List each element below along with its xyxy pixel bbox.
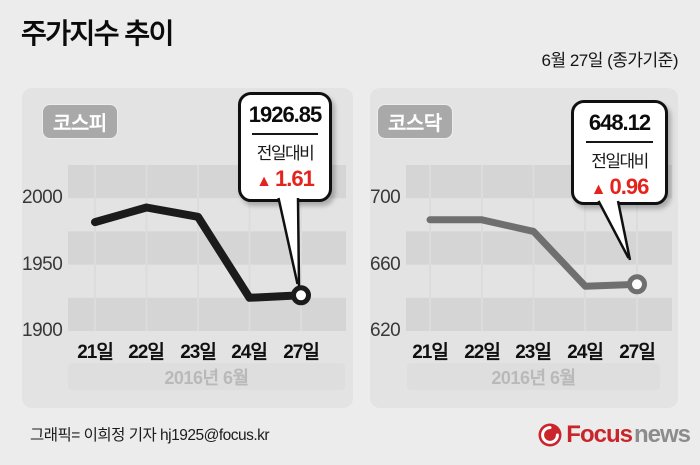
y-axis-label: 620 [370,320,401,341]
callout-change: ▲ 0.96 [574,174,665,200]
y-axis-label: 1950 [22,254,63,275]
page-title: 주가지수 추이 [21,18,174,49]
callout-label: 전일대비 [256,144,315,163]
kospi-panel: 코스피 2000 1950 1900 21일 22일 23일 24일 27일 [22,88,353,408]
month-band: 2016년 6월 [407,363,660,390]
callout-value: 1926.85 [248,102,323,127]
change-value: 1.61 [275,166,315,191]
focus-news-logo: Focus news [537,421,691,449]
y-axis-label: 700 [370,187,401,208]
x-axis-label: 24일 [567,342,604,363]
y-axis-label: 660 [370,254,401,275]
focus-swirl-icon [537,422,563,448]
date-note: 6월 27일 (종가기준) [541,51,679,70]
x-axis-label: 21일 [77,342,114,363]
change-value: 0.96 [609,174,650,199]
x-axis-label: 22일 [128,342,165,363]
callout-divider [252,133,318,135]
kospi-badge: 코스피 [43,105,117,138]
kospi-series-line [91,203,305,302]
kosdaq-badge: 코스닥 [378,105,452,138]
y-axis-label: 1900 [22,320,63,341]
callout-change: ▲ 1.61 [241,166,329,192]
kosdaq-panel: 코스닥 700 660 620 21일 22일 23일 24일 27일 [370,88,678,408]
kospi-callout: 1926.85 전일대비 ▲ 1.61 [238,92,332,202]
footer-credit: 그래픽= 이희정 기자 hj1925@focus.kr [30,427,270,444]
kospi-last-point-marker [291,285,311,306]
callout-value: 648.12 [588,110,651,135]
up-triangle-icon: ▲ [590,181,607,198]
kosdaq-last-point-marker [627,274,647,295]
month-band: 2016년 6월 [68,363,345,390]
x-axis-label: 22일 [464,342,501,363]
x-axis-label: 24일 [231,342,268,363]
kosdaq-series-line [426,216,641,290]
logo-brand: Focus [566,421,633,448]
kosdaq-callout: 648.12 전일대비 ▲ 0.96 [571,100,668,205]
callout-divider [585,141,654,143]
y-axis-label: 2000 [22,187,63,208]
callout-label: 전일대비 [591,152,649,171]
x-axis-label: 23일 [515,342,552,363]
x-axis-label: 21일 [412,342,449,363]
x-axis-label: 27일 [283,342,320,363]
up-triangle-icon: ▲ [256,173,272,190]
x-axis-label: 23일 [180,342,217,363]
x-axis-label: 27일 [619,342,656,363]
logo-suffix: news [633,421,691,448]
